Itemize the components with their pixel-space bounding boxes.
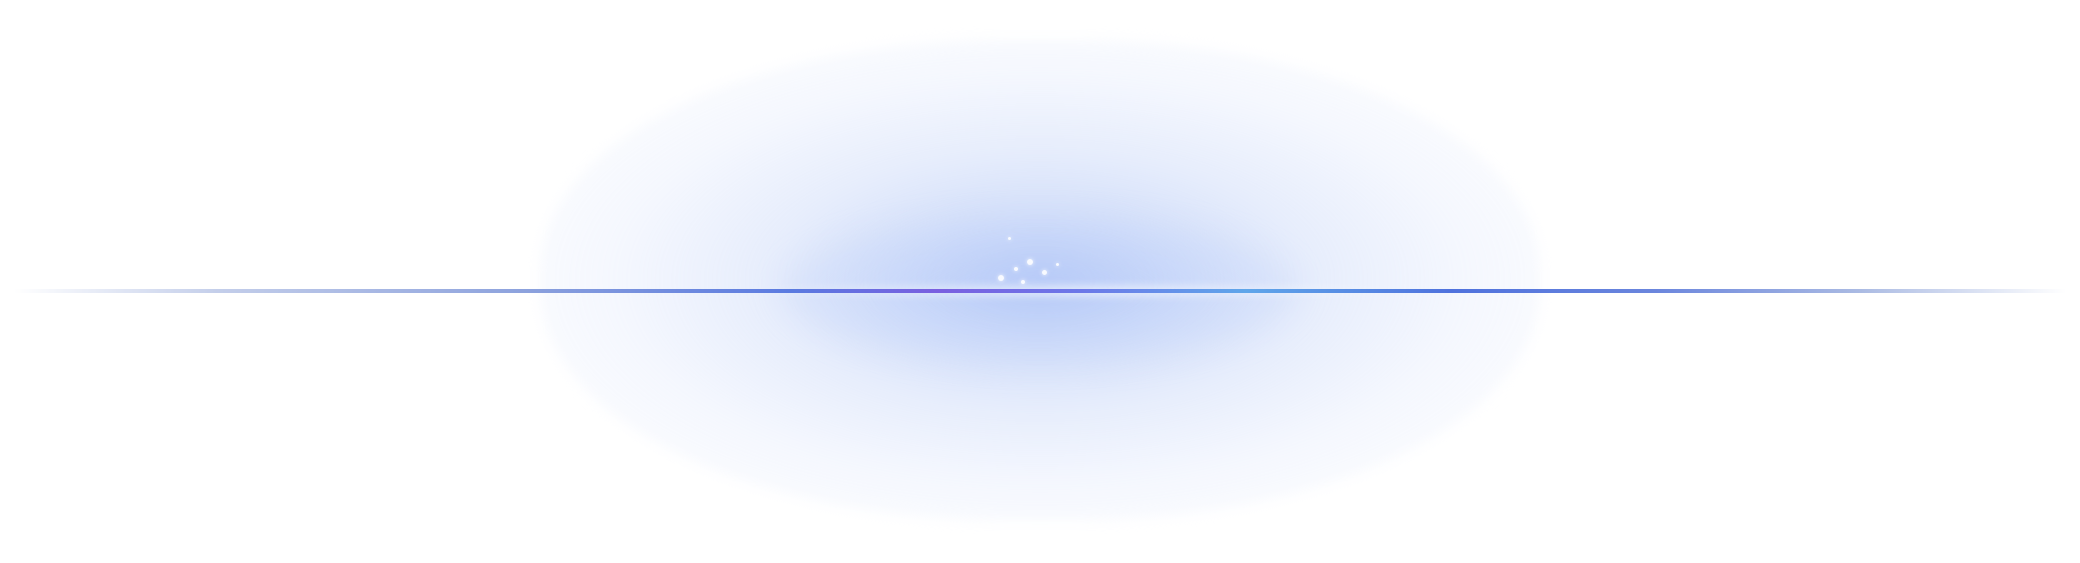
- sparkle-cluster: [980, 225, 1080, 290]
- sparkle-dot: [1008, 237, 1011, 240]
- horizon-line: [14, 289, 2066, 293]
- sparkle-dot: [1056, 263, 1059, 266]
- sparkle-dot: [1027, 259, 1033, 265]
- sparkle-dot: [1042, 270, 1047, 275]
- sparkle-dot: [1014, 267, 1018, 271]
- sparkle-dot: [1021, 280, 1025, 284]
- sparkle-dot: [998, 275, 1004, 281]
